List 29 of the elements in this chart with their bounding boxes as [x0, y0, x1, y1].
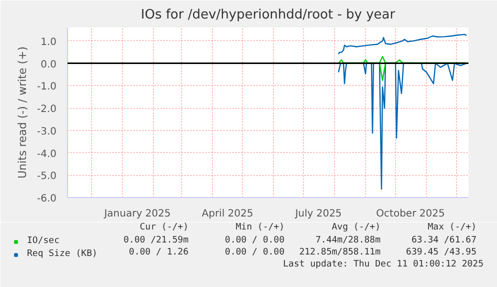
text: 0.00 /21.59m	[123, 236, 189, 246]
y-tick-label: -6.0	[36, 194, 57, 204]
text: 0.00 / 0.00	[224, 236, 285, 246]
text: Cur (-/+)	[140, 222, 189, 232]
text: 7.44m/28.88m	[315, 236, 381, 246]
legend-label: Req Size (KB)	[27, 249, 98, 259]
y-tick-label: -3.0	[36, 126, 57, 138]
y-tick-label: -4.0	[36, 148, 57, 160]
text: Last update: Thu Dec 11 01:00:12 2025	[283, 260, 484, 270]
text: 639.45 /43.95	[406, 248, 477, 258]
text: Avg (-/+)	[332, 222, 381, 232]
x-tick-label: April 2025	[202, 208, 254, 220]
x-tick-label: October 2025	[376, 208, 445, 220]
y-tick-label: -1.0	[36, 82, 57, 93]
x-tick-label: January 2025	[103, 208, 171, 220]
y-tick-label: -2.0	[36, 104, 57, 116]
chart-title: IOs for /dev/hyperionhdd/root - by year	[140, 8, 396, 22]
x-tick-label: July 2025	[294, 208, 342, 220]
y-tick-label: -5.0	[36, 171, 57, 182]
y-axis-title: Units read (-) / write (+)	[16, 46, 29, 179]
text: 212.85m/858.11m	[299, 248, 381, 258]
y-tick-label: 1.0	[40, 36, 57, 48]
text: 63.34 /61.67	[411, 236, 477, 246]
legend-label: IO/sec	[27, 236, 60, 246]
y-tick-label: 0.0	[40, 59, 57, 70]
text: 0.00 / 0.00	[224, 248, 285, 258]
text: Max (-/+)	[428, 222, 477, 232]
text: 0.00 / 1.26	[128, 248, 189, 258]
text: Min (-/+)	[236, 222, 285, 232]
